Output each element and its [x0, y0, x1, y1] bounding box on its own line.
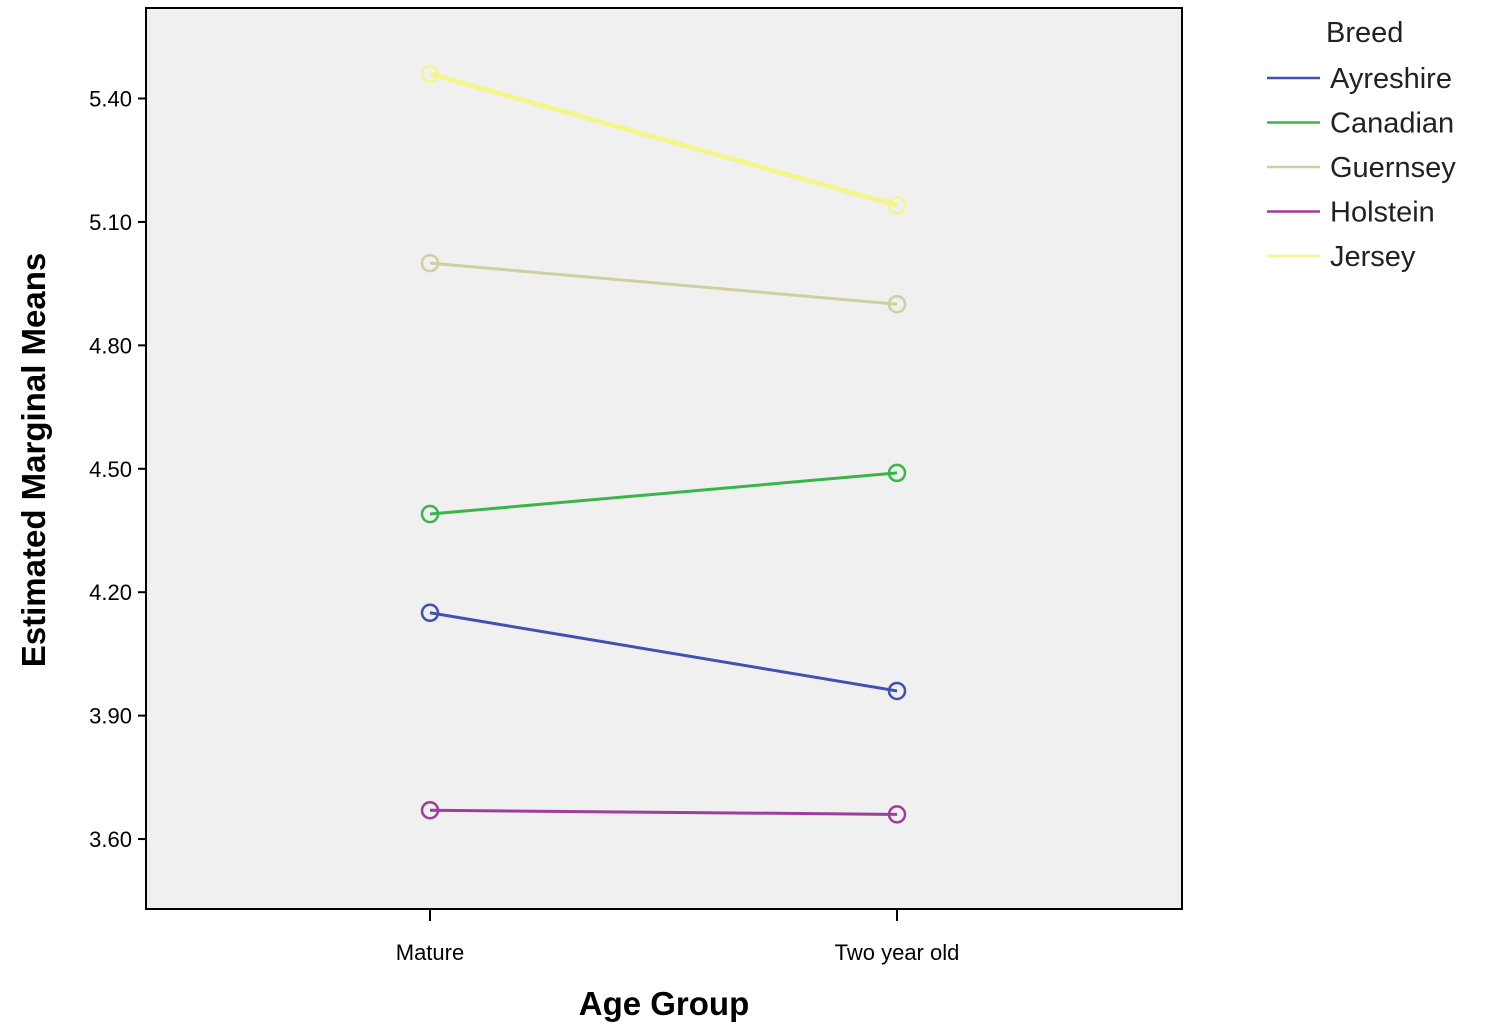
x-axis-title: Age Group [579, 985, 750, 1022]
legend-item-jersey: Jersey [1267, 241, 1416, 273]
legend-label: Ayreshire [1330, 63, 1452, 95]
series-guernsey [420, 253, 907, 314]
legend-item-guernsey: Guernsey [1267, 152, 1456, 184]
legend-label: Guernsey [1330, 152, 1456, 184]
legend-label: Jersey [1330, 241, 1416, 273]
x-tick-label: Mature [396, 940, 464, 965]
series-jersey [420, 64, 907, 215]
y-tick-label: 5.40 [89, 87, 132, 112]
legend: Breed Ayreshire Canadian Guernsey Holstein J… [1267, 17, 1456, 273]
legend-label: Canadian [1330, 108, 1454, 140]
y-axis: 3.60 3.90 4.20 4.50 4.80 5.10 5.40 [89, 87, 146, 852]
legend-item-holstein: Holstein [1267, 197, 1435, 229]
data-point [887, 196, 907, 215]
legend-item-canadian: Canadian [1267, 108, 1454, 140]
y-axis-title: Estimated Marginal Means [15, 253, 52, 667]
series-line [429, 808, 898, 816]
data-point [420, 64, 440, 84]
data-point [887, 805, 907, 824]
y-tick-label: 4.20 [89, 580, 132, 605]
series-line [429, 71, 898, 208]
series-layer [420, 64, 907, 824]
data-point [887, 681, 907, 701]
data-point [420, 603, 440, 623]
series-holstein [420, 801, 907, 824]
series-ayreshire [420, 603, 907, 701]
legend-title: Breed [1326, 17, 1403, 49]
series-line [429, 471, 898, 516]
legend-label: Holstein [1330, 197, 1435, 229]
data-point [887, 294, 907, 314]
y-tick-label: 5.10 [89, 210, 132, 235]
x-axis: Mature Two year old [396, 909, 960, 965]
series-line [429, 261, 898, 306]
y-tick-label: 4.80 [89, 333, 132, 358]
data-point [887, 463, 907, 483]
data-point [420, 504, 440, 524]
data-point [420, 253, 440, 273]
y-tick-label: 3.90 [89, 704, 132, 729]
legend-item-ayreshire: Ayreshire [1267, 63, 1452, 95]
x-tick-label: Two year old [835, 940, 960, 965]
series-line [429, 611, 898, 693]
plot-area [145, 7, 1183, 910]
y-tick-label: 3.60 [89, 827, 132, 852]
y-tick-label: 4.50 [89, 457, 132, 482]
data-point [420, 801, 440, 820]
series-canadian [420, 463, 907, 524]
